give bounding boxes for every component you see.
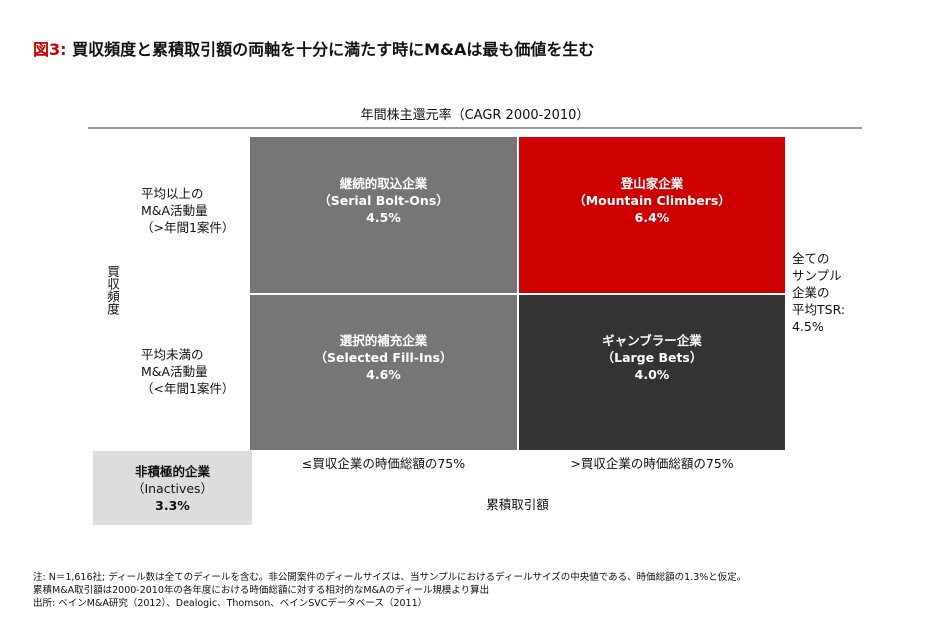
col-label-high: >買収企業の時価総額の75% [570,456,734,471]
row-label-high: 平均以上の M&A活動量 （>年間1案件） [141,186,235,235]
inactives-box: 非積極的企業 （Inactives） 3.3% [93,451,252,525]
x-axis-label: 累積取引額 [486,497,549,512]
col-label-low: ≤買収企業の時価総額の75% [301,456,466,471]
divider [88,127,862,129]
y-axis-label: 買収頻度 [105,265,120,315]
row-label-low: 平均未満の M&A活動量 （<年間1案件） [141,347,235,396]
quadrant-selected-fill-ins: 選択的補充企業 （Selected Fill-Ins） 4.6% [250,295,517,450]
figure-title: 図3: 買収頻度と累積取引額の両軸を十分に満たす時にM&Aは最も価値を生む [33,40,595,59]
quadrant-mountain-climbers: 登山家企業 （Mountain Climbers） 6.4% [519,137,785,293]
footnotes: 注: N＝1,616社; ディール数は全てのディールを含む。非公開案件のディール… [33,572,747,609]
quadrant-large-bets: ギャンブラー企業 （Large Bets） 4.0% [519,295,785,450]
average-tsr: 全ての サンプル 企業の 平均TSR: 4.5% [792,251,846,334]
top-axis-label: 年間株主還元率（CAGR 2000-2010） [360,108,590,123]
quadrant-serial-bolt-ons: 継続的取込企業 （Serial Bolt-Ons） 4.5% [250,137,517,293]
